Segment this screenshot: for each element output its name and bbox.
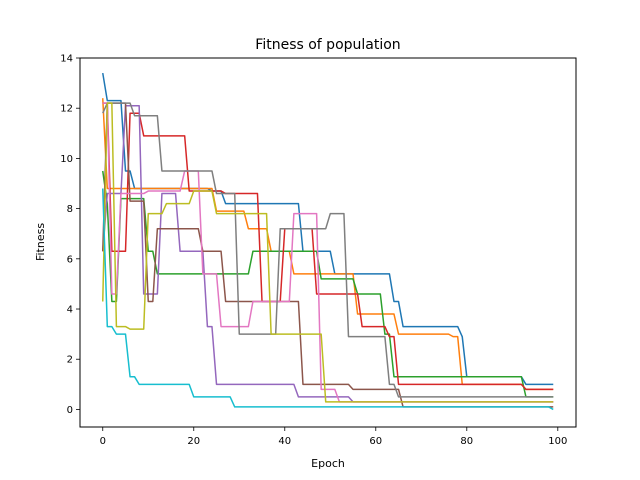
plot-frame <box>79 57 577 428</box>
series-layer <box>102 72 554 411</box>
series-line-7 <box>102 102 554 403</box>
x-tick-label: 0 <box>100 436 106 447</box>
x-axis: 0 20 40 60 80 100 <box>100 427 567 447</box>
y-axis: 0 2 4 6 8 10 12 14 <box>60 54 80 416</box>
y-tick-label: 6 <box>67 254 73 265</box>
y-tick-label: 14 <box>60 54 73 65</box>
series-line-10 <box>102 188 554 411</box>
x-tick-label: 80 <box>460 436 473 447</box>
x-tick-label: 20 <box>187 436 200 447</box>
y-tick-label: 4 <box>67 305 73 316</box>
series-line-6 <box>102 102 554 408</box>
x-tick-label: 100 <box>548 436 567 447</box>
y-tick-label: 8 <box>67 204 73 215</box>
x-tick-label: 60 <box>369 436 382 447</box>
series-line-9 <box>102 102 554 403</box>
y-tick-label: 12 <box>60 104 73 115</box>
series-line-8 <box>102 102 554 398</box>
series-line-5 <box>102 104 554 403</box>
x-tick-label: 40 <box>278 436 291 447</box>
x-axis-label: Epoch <box>311 457 345 470</box>
y-tick-label: 0 <box>67 405 73 416</box>
y-tick-label: 2 <box>67 355 73 366</box>
y-tick-label: 10 <box>60 154 73 165</box>
chart-title: Fitness of population <box>255 37 400 53</box>
y-axis-label: Fitness <box>34 223 47 261</box>
